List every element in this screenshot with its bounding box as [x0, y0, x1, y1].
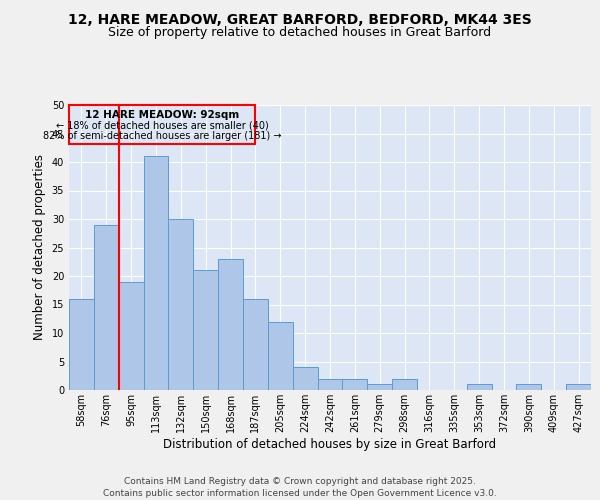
- Bar: [293, 367, 317, 390]
- Bar: [392, 378, 417, 390]
- Bar: [94, 224, 119, 390]
- Bar: [367, 384, 392, 390]
- Bar: [218, 259, 243, 390]
- Text: Size of property relative to detached houses in Great Barford: Size of property relative to detached ho…: [109, 26, 491, 39]
- Text: 12, HARE MEADOW, GREAT BARFORD, BEDFORD, MK44 3ES: 12, HARE MEADOW, GREAT BARFORD, BEDFORD,…: [68, 12, 532, 26]
- Bar: [119, 282, 143, 390]
- Bar: [517, 384, 541, 390]
- Bar: [169, 219, 193, 390]
- Bar: [69, 105, 256, 144]
- Bar: [467, 384, 491, 390]
- Bar: [343, 378, 367, 390]
- Bar: [268, 322, 293, 390]
- Text: 12 HARE MEADOW: 92sqm: 12 HARE MEADOW: 92sqm: [85, 110, 239, 120]
- X-axis label: Distribution of detached houses by size in Great Barford: Distribution of detached houses by size …: [163, 438, 497, 450]
- Bar: [69, 299, 94, 390]
- Bar: [143, 156, 169, 390]
- Bar: [317, 378, 343, 390]
- Y-axis label: Number of detached properties: Number of detached properties: [33, 154, 46, 340]
- Text: ← 18% of detached houses are smaller (40): ← 18% of detached houses are smaller (40…: [56, 120, 269, 130]
- Bar: [566, 384, 591, 390]
- Bar: [243, 299, 268, 390]
- Text: 82% of semi-detached houses are larger (181) →: 82% of semi-detached houses are larger (…: [43, 131, 281, 141]
- Text: Contains HM Land Registry data © Crown copyright and database right 2025.
Contai: Contains HM Land Registry data © Crown c…: [103, 476, 497, 498]
- Bar: [193, 270, 218, 390]
